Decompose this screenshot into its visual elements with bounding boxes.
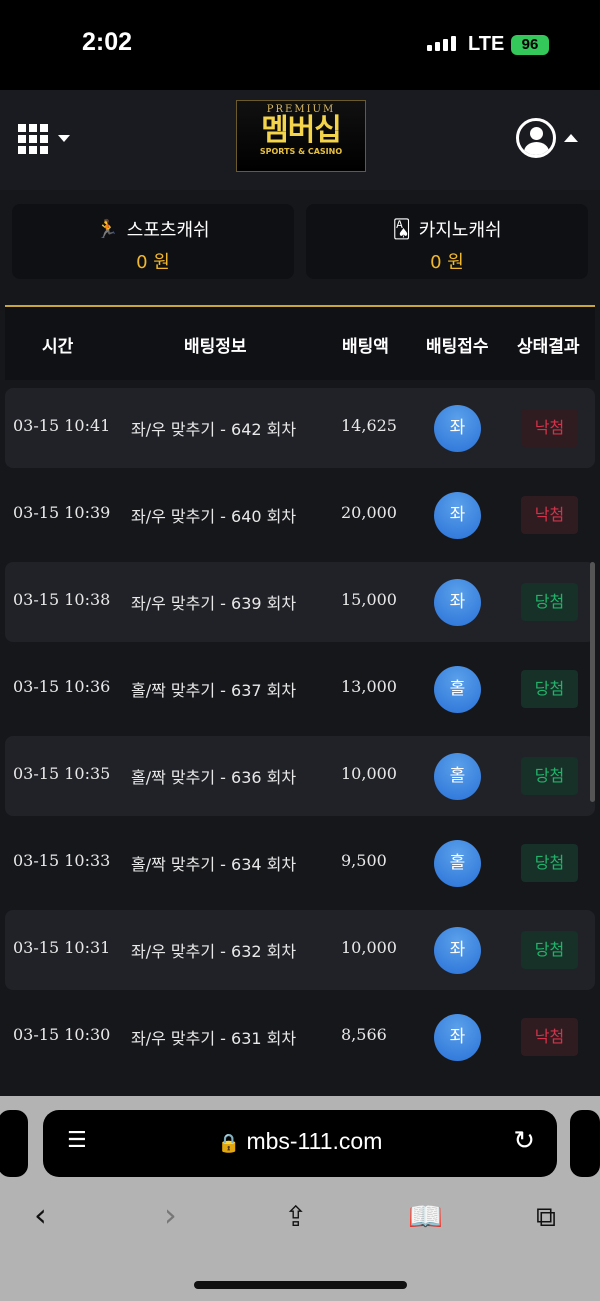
row-time: 03-15 10:36 (13, 677, 111, 696)
menu-grid-icon[interactable] (18, 124, 48, 154)
signal-icon (427, 36, 456, 51)
table-row: 03-15 10:31 좌/우 맞추기 - 632 회차 10,000 좌 당첨 (5, 910, 595, 990)
result-badge: 낙첨 (521, 496, 578, 534)
next-tab[interactable] (570, 1110, 600, 1177)
result-badge: 당첨 (521, 583, 578, 621)
address-bar[interactable]: ☰ 🔒 mbs-111.com ↻ (43, 1110, 557, 1177)
row-amount: 14,625 (341, 416, 397, 435)
result-badge: 낙첨 (521, 1018, 578, 1056)
sports-cash-card: 🏃 스포츠캐쉬 0 원 (12, 204, 294, 279)
table-row: 03-15 10:36 홀/짝 맞추기 - 637 회차 13,000 홀 당첨 (5, 649, 595, 729)
result-badge: 당첨 (521, 844, 578, 882)
sports-cash-label: 스포츠캐쉬 (126, 220, 210, 241)
pick-badge: 좌 (434, 492, 481, 539)
row-time: 03-15 10:39 (13, 503, 111, 522)
row-amount: 13,000 (341, 677, 397, 696)
table-row: 03-15 10:39 좌/우 맞추기 - 640 회차 20,000 좌 낙첨 (5, 475, 595, 555)
row-info: 좌/우 맞추기 - 631 회차 (131, 1029, 297, 1048)
pick-badge: 홀 (434, 840, 481, 887)
row-info: 좌/우 맞추기 - 642 회차 (131, 420, 297, 439)
casino-cash-card: 🂡 카지노캐쉬 0 원 (306, 204, 588, 279)
reader-icon[interactable]: ☰ (67, 1128, 87, 1153)
forward-icon[interactable]: › (164, 1196, 177, 1234)
header-pick: 배팅접수 (426, 337, 489, 357)
table-row: 03-15 10:33 홀/짝 맞추기 - 634 회차 9,500 홀 당첨 (5, 823, 595, 903)
logo-main: 멤버십 (261, 113, 342, 148)
url-text: mbs-111.com (246, 1128, 383, 1154)
table-row: 03-15 10:38 좌/우 맞추기 - 639 회차 15,000 좌 당첨 (5, 562, 595, 642)
scrollbar[interactable] (590, 562, 595, 802)
prev-tab[interactable] (0, 1110, 28, 1177)
lock-icon: 🔒 (217, 1133, 241, 1153)
result-badge: 당첨 (521, 757, 578, 795)
row-amount: 8,566 (341, 1025, 387, 1044)
pick-badge: 홀 (434, 666, 481, 713)
result-badge: 당첨 (521, 670, 578, 708)
row-info: 좌/우 맞추기 - 640 회차 (131, 507, 297, 526)
casino-cash-label: 카지노캐쉬 (418, 220, 502, 241)
row-info: 홀/짝 맞추기 - 634 회차 (131, 855, 297, 874)
clock: 2:02 (82, 28, 133, 56)
row-time: 03-15 10:33 (13, 851, 111, 870)
row-amount: 20,000 (341, 503, 397, 522)
row-time: 03-15 10:31 (13, 938, 111, 957)
reload-icon[interactable]: ↻ (513, 1126, 535, 1156)
pick-badge: 좌 (434, 579, 481, 626)
header-result: 상태결과 (517, 337, 580, 357)
pick-badge: 좌 (434, 1014, 481, 1061)
header-time: 시간 (42, 337, 74, 357)
header-info: 배팅정보 (184, 337, 247, 357)
share-icon[interactable]: ⇪ (284, 1200, 308, 1233)
row-amount: 10,000 (341, 938, 397, 957)
table-row: 03-15 10:41 좌/우 맞추기 - 642 회차 14,625 좌 낙첨 (5, 388, 595, 468)
pick-badge: 좌 (434, 927, 481, 974)
site-logo[interactable]: PREMIUM 멤버십 SPORTS & CASINO (236, 100, 366, 172)
result-badge: 당첨 (521, 931, 578, 969)
tabs-icon[interactable]: ⧉ (536, 1200, 556, 1233)
status-bar: 2:02 LTE 96 (0, 0, 600, 90)
row-amount: 9,500 (341, 851, 387, 870)
logo-top: PREMIUM (266, 104, 336, 115)
table-row: 03-15 10:30 좌/우 맞추기 - 631 회차 8,566 좌 낙첨 (5, 997, 595, 1077)
playing-cards-icon: 🂡 (392, 218, 411, 240)
row-time: 03-15 10:38 (13, 590, 111, 609)
row-time: 03-15 10:35 (13, 764, 111, 783)
table-row: 03-15 10:35 홀/짝 맞추기 - 636 회차 10,000 홀 당첨 (5, 736, 595, 816)
battery-icon: 96 (511, 35, 549, 55)
row-time: 03-15 10:41 (13, 416, 111, 435)
network-label: LTE (468, 33, 505, 55)
table-header: 시간 배팅정보 배팅액 배팅접수 상태결과 (5, 305, 595, 380)
home-indicator (194, 1281, 407, 1289)
user-avatar-icon[interactable] (516, 118, 556, 158)
row-info: 좌/우 맞추기 - 639 회차 (131, 594, 297, 613)
row-time: 03-15 10:30 (13, 1025, 111, 1044)
chevron-up-icon[interactable] (564, 134, 578, 142)
back-icon[interactable]: ‹ (34, 1196, 47, 1234)
casino-cash-value: 0 원 (430, 252, 464, 273)
row-info: 홀/짝 맞추기 - 636 회차 (131, 768, 297, 787)
sports-cash-value: 0 원 (136, 252, 170, 273)
logo-sub: SPORTS & CASINO (259, 147, 343, 156)
bookmarks-icon[interactable]: 📖 (408, 1200, 443, 1233)
result-badge: 낙첨 (521, 409, 578, 447)
row-amount: 15,000 (341, 590, 397, 609)
chevron-down-icon[interactable] (58, 135, 70, 142)
running-man-icon: 🏃 (96, 218, 119, 240)
header-amount: 배팅액 (342, 337, 389, 357)
row-info: 홀/짝 맞추기 - 637 회차 (131, 681, 297, 700)
row-amount: 10,000 (341, 764, 397, 783)
row-info: 좌/우 맞추기 - 632 회차 (131, 942, 297, 961)
pick-badge: 좌 (434, 405, 481, 452)
pick-badge: 홀 (434, 753, 481, 800)
